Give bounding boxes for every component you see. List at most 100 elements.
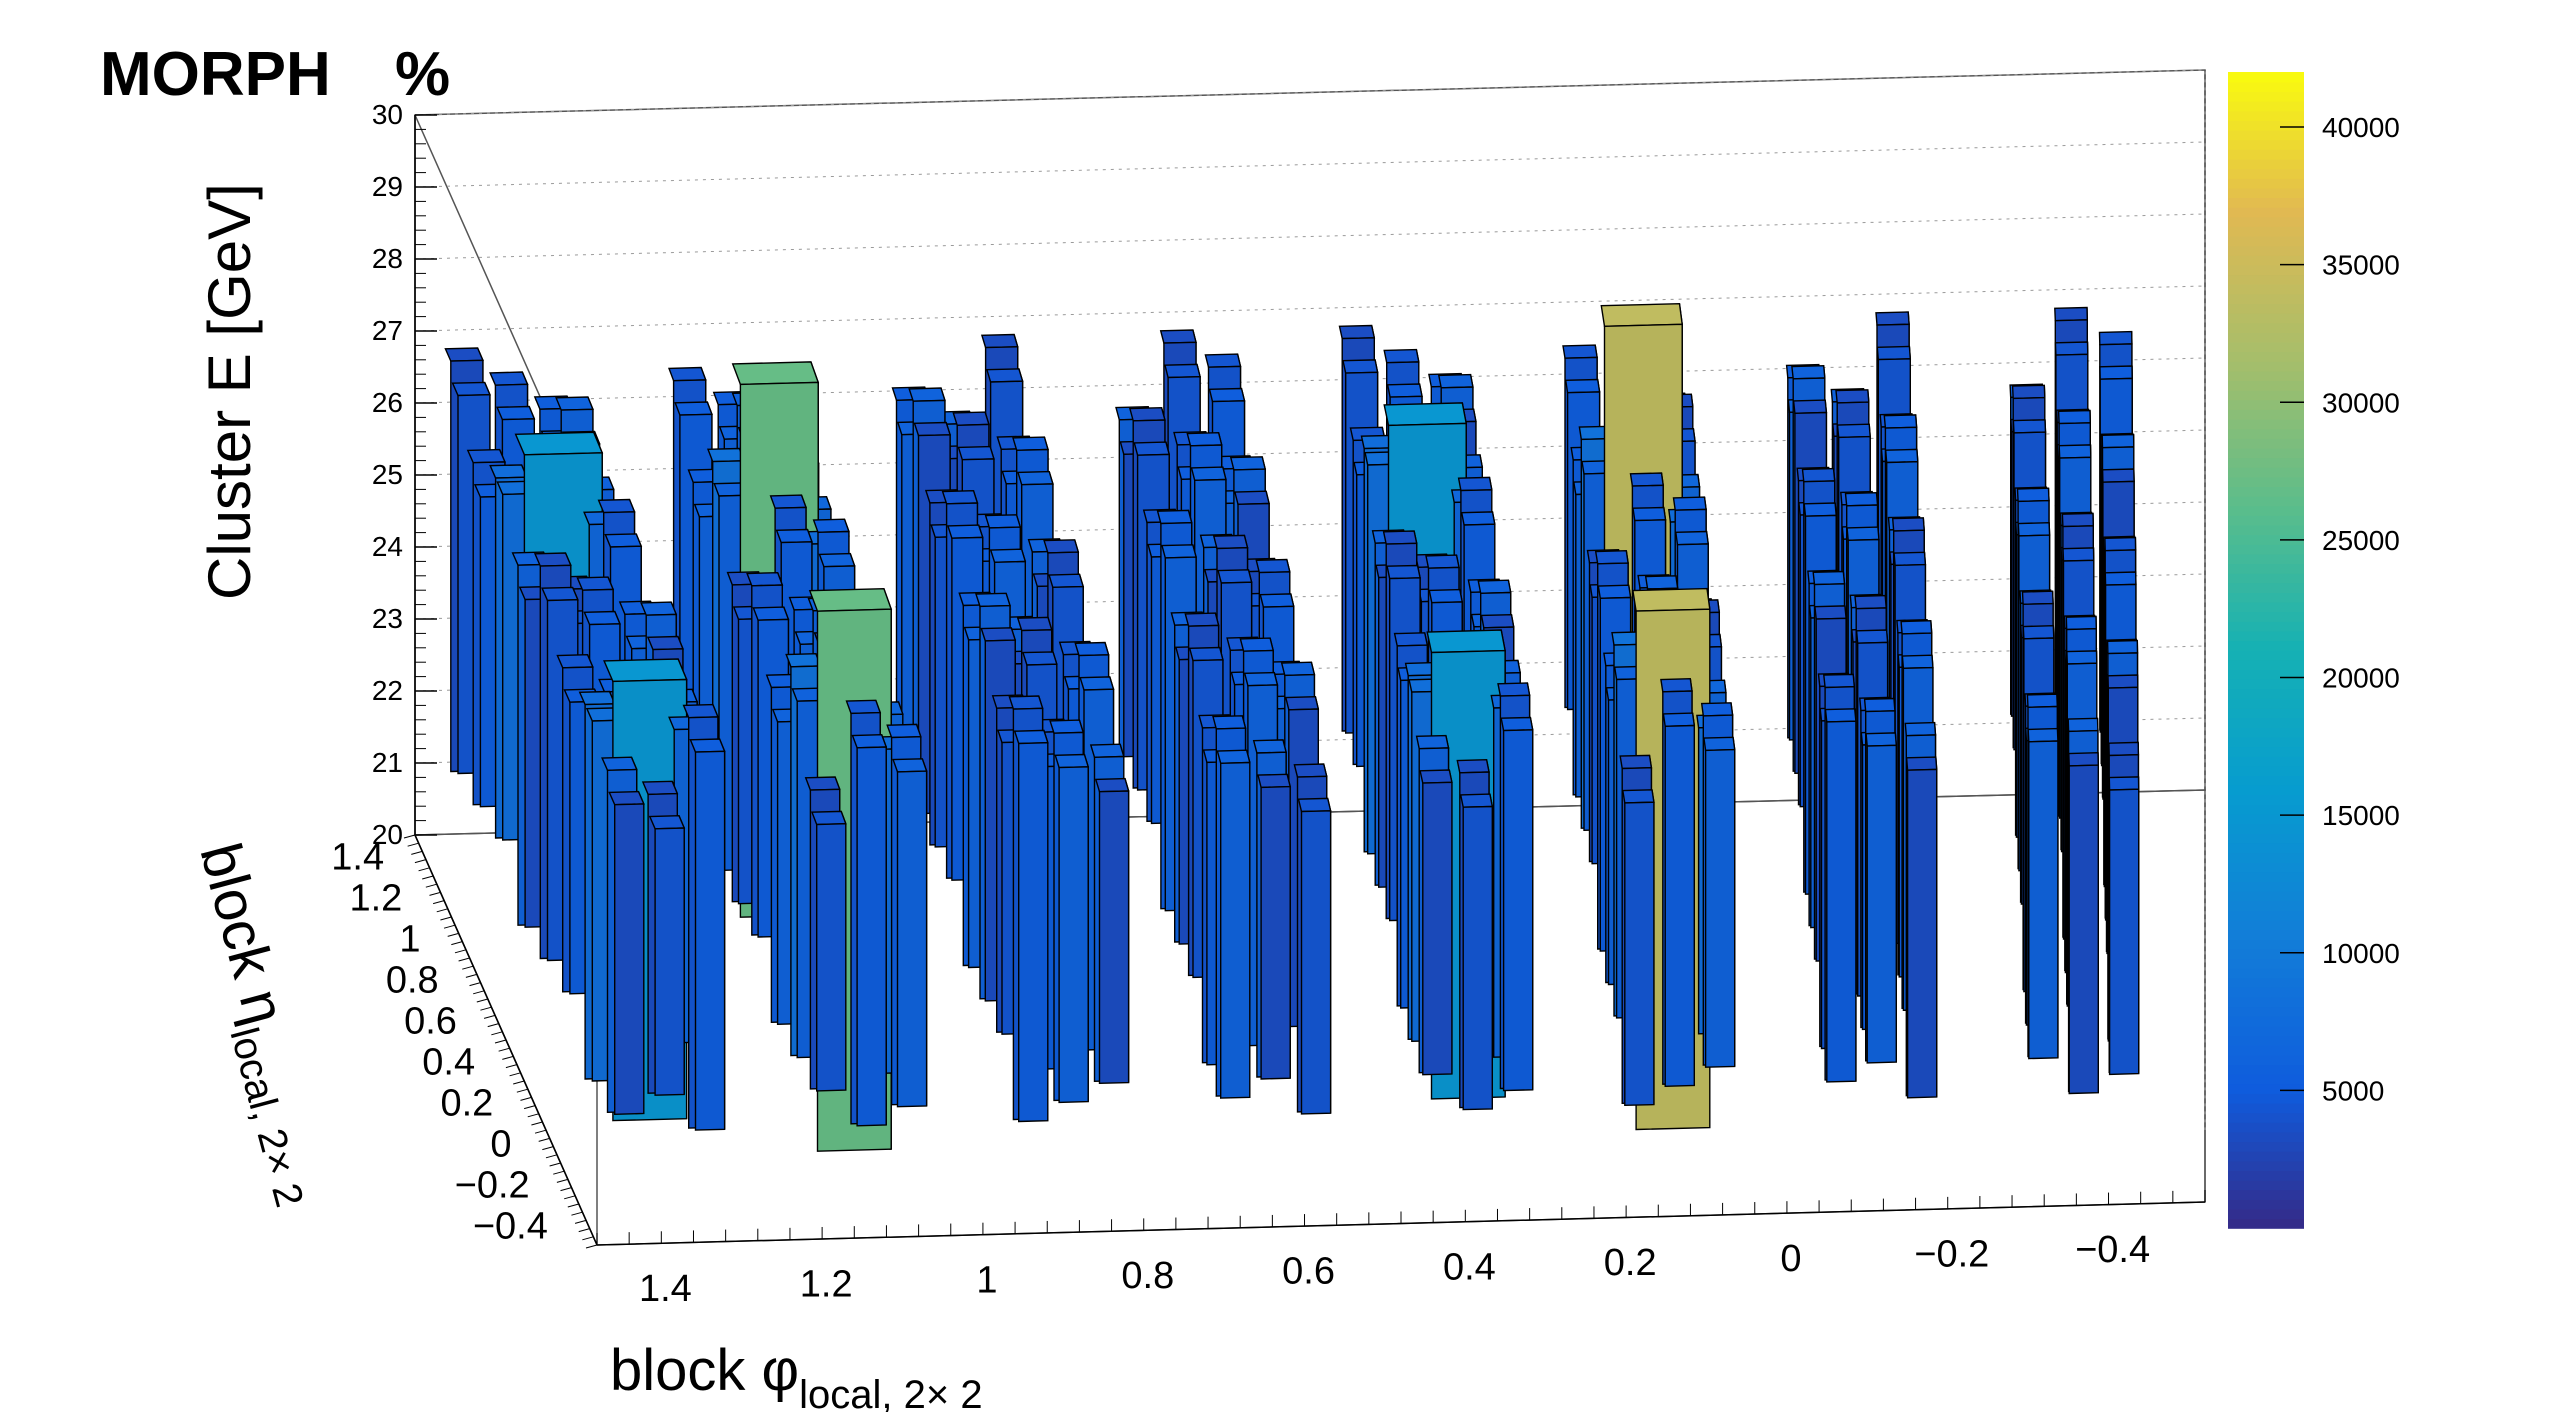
bar-top [1383, 348, 1420, 364]
y-minor-tick [523, 1105, 536, 1110]
bar-front [1826, 720, 1857, 1083]
colorbar-segment [2228, 1025, 2304, 1037]
bar-top [1891, 517, 1925, 532]
y-minor-tick [516, 1088, 528, 1093]
bar-top [2104, 536, 2137, 552]
y-minor-tick [574, 1219, 587, 1224]
colorbar-segment [2228, 1102, 2304, 1114]
y-minor-tick [462, 965, 474, 970]
bar-top [1017, 470, 1054, 486]
bar-top [1013, 729, 1049, 745]
z-tick-label: 20 [372, 819, 403, 850]
colorbar-segment [2228, 158, 2304, 170]
y-tick-label: 0 [490, 1124, 511, 1166]
bar-top [1792, 399, 1828, 415]
colorbar-segment [2228, 206, 2304, 218]
colorbar-segment [2228, 399, 2304, 410]
colorbar-segment [2228, 977, 2304, 988]
bar-front [1260, 785, 1291, 1080]
bar-top [851, 733, 888, 749]
colorbar-segment [2228, 428, 2304, 439]
bar-top [2026, 693, 2059, 709]
x-axis-label-main: block φ [610, 1338, 799, 1403]
bar-top [2101, 468, 2135, 483]
bar-top [1456, 758, 1490, 774]
colorbar-segment [2228, 467, 2304, 478]
y-minor-tick [509, 1072, 521, 1077]
bar-top [1459, 793, 1494, 808]
bar-top [1855, 629, 1889, 644]
bar-top [980, 333, 1019, 349]
bar-top [648, 814, 686, 830]
bar-top [578, 690, 616, 706]
colorbar-segment [2228, 81, 2304, 92]
y-minor-tick [538, 1137, 550, 1142]
colorbar-segment [2228, 216, 2304, 227]
bar-top [583, 610, 621, 626]
bar-top [1212, 715, 1247, 730]
bar-top [1703, 736, 1736, 752]
colorbar-segment [2228, 987, 2304, 998]
colorbar-segment [2228, 582, 2304, 593]
bar-top [1644, 575, 1679, 590]
bar [1257, 773, 1292, 1080]
bar-top [1900, 619, 1933, 635]
colorbar-segment [2228, 967, 2304, 979]
y-minor-tick [494, 1039, 507, 1044]
bar-top [1457, 476, 1493, 492]
bar-top [1008, 695, 1044, 710]
bar-top [603, 658, 688, 683]
colorbar-segment [2228, 861, 2304, 873]
colorbar-segment [2228, 544, 2304, 555]
bar-top [1161, 544, 1198, 559]
x-tick-label: 1.4 [639, 1268, 692, 1310]
bar-top [1480, 613, 1515, 629]
bar-top [2057, 409, 2092, 425]
colorbar-segment [2228, 197, 2304, 208]
bar-top [1079, 676, 1115, 691]
colorbar-segment [2228, 1170, 2304, 1181]
bar-top [489, 371, 529, 386]
y-tick-label: 0.6 [404, 1001, 457, 1043]
bar-top [1184, 612, 1220, 627]
y-minor-tick [422, 875, 434, 880]
bar-top [845, 699, 882, 715]
y-tick-label: 0.8 [386, 960, 439, 1002]
colorbar-segment [2228, 139, 2304, 150]
colorbar-segment [2228, 823, 2304, 834]
colorbar-segment [2228, 852, 2304, 863]
z-tick-label: 27 [372, 315, 403, 346]
z-tick-label: 28 [372, 243, 403, 274]
y-tick-label: −0.4 [473, 1206, 548, 1248]
y-minor-tick [451, 941, 463, 946]
y-minor-tick [411, 850, 423, 855]
bar [689, 738, 726, 1131]
bar [1297, 797, 1332, 1115]
bar-top [1074, 641, 1110, 657]
colorbar-segment [2228, 1160, 2304, 1171]
bar-top [1382, 530, 1418, 545]
bar-top [1437, 373, 1474, 389]
bar-top [1803, 502, 1837, 517]
bar [1662, 712, 1696, 1088]
bar-top [2108, 776, 2140, 791]
x-tick-label: −0.2 [1914, 1233, 1989, 1275]
y-minor-tick [531, 1121, 543, 1126]
colorbar-segment [2228, 100, 2304, 112]
colorbar-segment [2228, 447, 2304, 459]
z-tick-label: 22 [372, 675, 403, 706]
bar-top [1844, 491, 1879, 507]
colorbar-segment [2228, 1208, 2304, 1220]
x-tick-label: 1.2 [800, 1264, 853, 1306]
bar [2108, 776, 2140, 1076]
colorbar-segment [2228, 486, 2304, 497]
colorbar-segment [2228, 1054, 2304, 1065]
bar-top [2012, 419, 2047, 434]
colorbar-segment [2228, 1006, 2304, 1017]
bar-top [682, 703, 719, 719]
bar [608, 790, 645, 1116]
y-minor-tick [556, 1178, 569, 1183]
bar-top [1629, 472, 1665, 487]
colorbar-segment [2228, 698, 2304, 709]
bar-top [2101, 433, 2135, 449]
